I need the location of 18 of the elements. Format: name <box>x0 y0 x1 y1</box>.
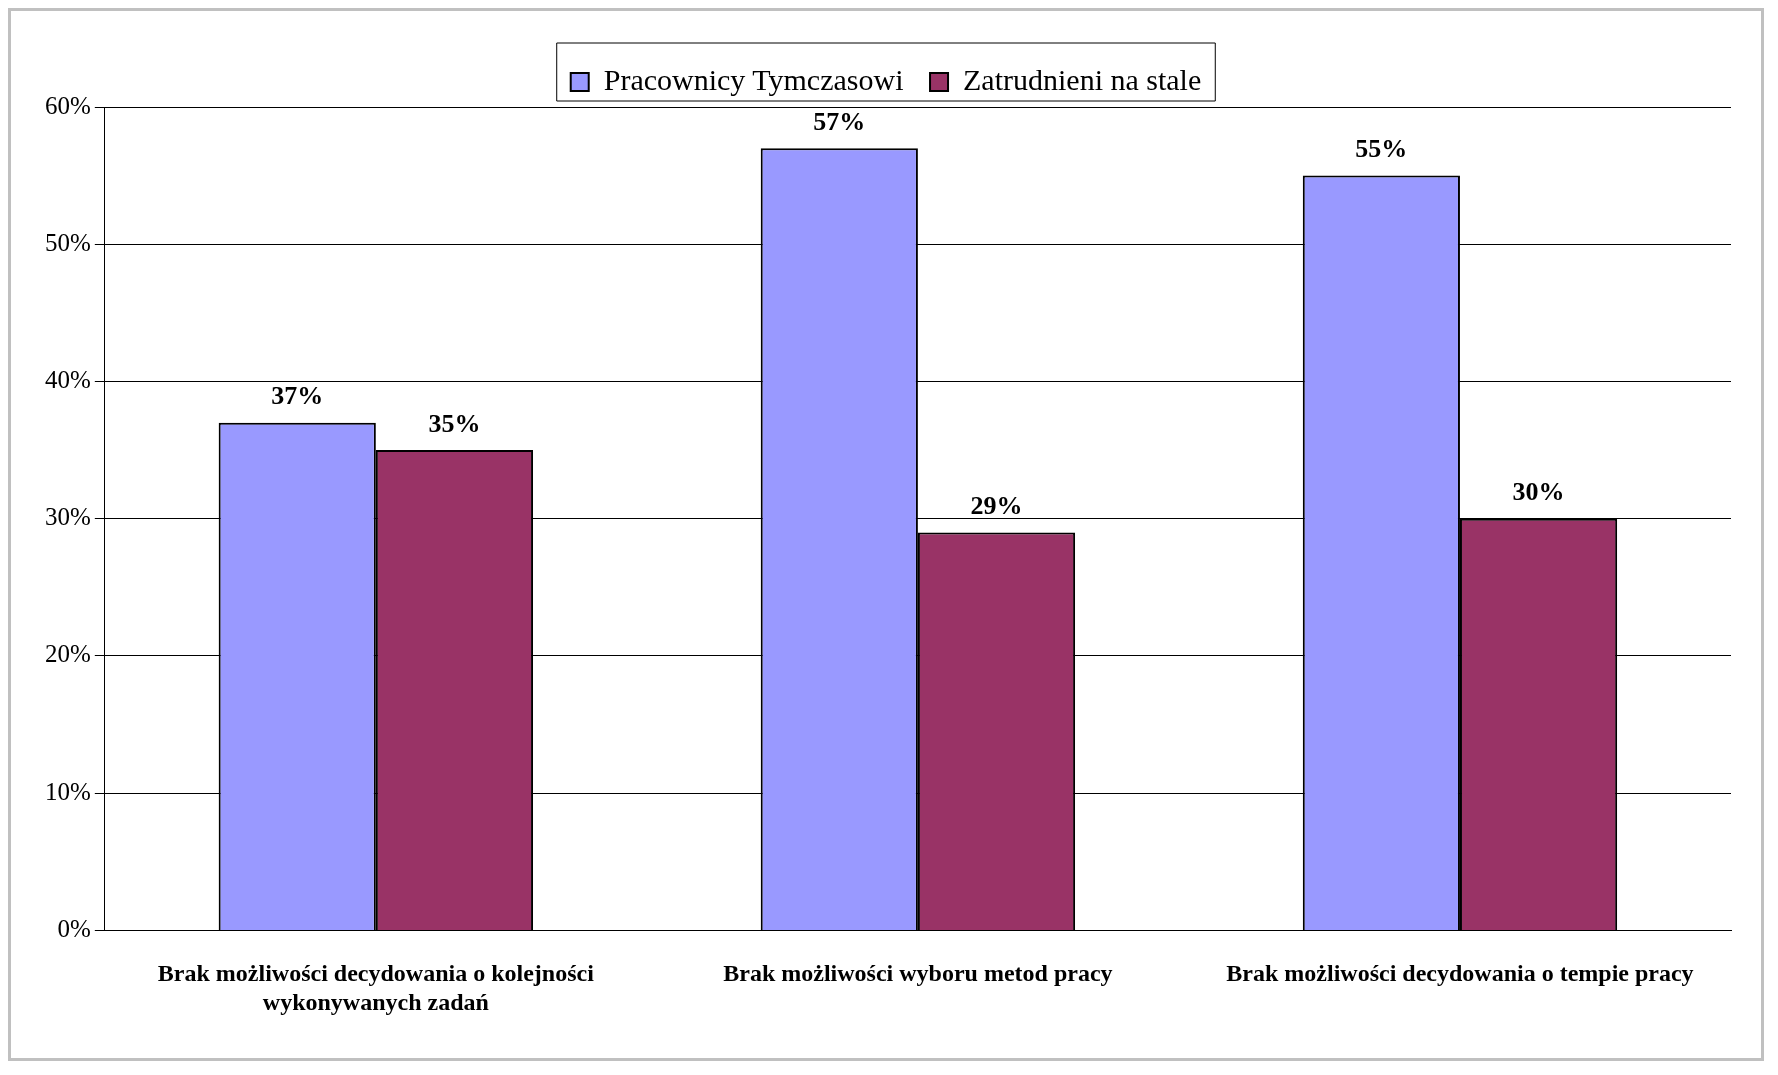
x-tick-label: Brak możliwości decydowania o kolejności wykonywanych zadań <box>157 960 595 1015</box>
x-tick-label: Brak możliwości decydowania o tempie pracy <box>1226 960 1694 986</box>
y-tick-label: 60% <box>45 91 91 119</box>
y-tick-label: 40% <box>45 366 91 394</box>
y-tick-label: 30% <box>45 503 91 531</box>
y-tick-label: 50% <box>45 228 91 256</box>
y-tick-label: 0% <box>57 914 91 942</box>
legend-label: Pracownicy Tymczasowi <box>603 62 904 96</box>
data-label: 35% <box>428 408 481 438</box>
data-label: 55% <box>1355 134 1408 164</box>
data-label: 37% <box>271 381 324 411</box>
data-label: 57% <box>813 106 866 136</box>
legend-label: Zatrudnieni na stale <box>963 62 1202 96</box>
data-label: 30% <box>1512 477 1565 507</box>
y-tick-label: 10% <box>45 777 91 805</box>
data-label: 29% <box>970 491 1023 521</box>
y-tick-label: 20% <box>45 640 91 668</box>
x-tick-label: Brak możliwości wyboru metod pracy <box>723 960 1113 986</box>
